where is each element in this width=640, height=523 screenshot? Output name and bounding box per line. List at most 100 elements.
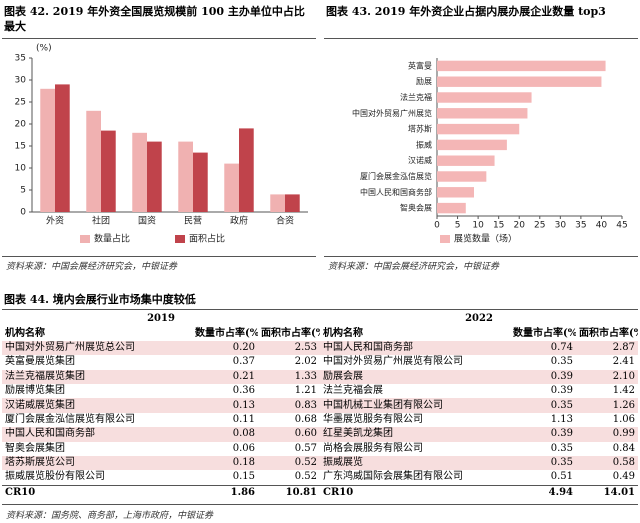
bar (437, 92, 532, 103)
table-row: 英富曼展览集团 0.37 2.02 中国对外贸易广州展览有限公司 0.35 2.41 (2, 355, 638, 369)
table-cell: 数量市占率(%) (513, 327, 576, 339)
legend-swatch (175, 235, 185, 243)
table-cell: 中国对外贸易广州展览总公司 (2, 340, 192, 356)
x-tick-label: 政府 (230, 215, 248, 227)
x-tick-label: 民营 (184, 215, 202, 227)
y-tick-label: 汉诺威 (408, 155, 432, 165)
table-cell: 法兰克福展览集团 (2, 369, 192, 384)
table-cell: 0.15 (232, 471, 255, 483)
table-cell: 2.87 (576, 340, 638, 356)
table-cell: 红星美凯龙集团 (320, 427, 510, 442)
table-cell: 中国人民和国商务部 (2, 427, 192, 442)
source: 资料来源：国务院、商务部，上海市政府，中银证券 (6, 511, 214, 521)
x-tick-label: 社团 (92, 215, 110, 227)
y-tick-label: 10 (15, 164, 27, 174)
x-tick-label: 合资 (276, 215, 294, 227)
table-row: 励展博览集团 0.36 1.21 法兰克福会展 0.39 1.42 (2, 384, 638, 398)
table-cell: 0.11 (232, 413, 255, 425)
table-cell: 0.08 (192, 427, 258, 442)
table-row: 中国对外贸易广州展览总公司 0.20 2.53 中国人民和国商务部 0.74 2.87 (2, 340, 638, 356)
y-tick-label: 35 (15, 54, 26, 64)
x-tick-label: 25 (534, 221, 545, 231)
bar (147, 141, 162, 212)
legend-label: 面积占比 (189, 233, 225, 245)
bar (239, 128, 254, 212)
bar (437, 139, 507, 151)
legend-swatch (440, 235, 450, 243)
x-tick-label: 0 (434, 221, 440, 231)
table-cell: 励展会展 (320, 369, 510, 384)
table-cell: 0.74 (510, 340, 576, 356)
bar (437, 202, 466, 214)
table-row: 法兰克福展览集团 0.21 1.33 励展会展 0.39 2.10 (2, 369, 638, 384)
table-cell: 0.35 (550, 356, 573, 368)
table-cell: 法兰克福会展 (323, 385, 383, 397)
table-cell: 广东鸿威国际会展集团有限公司 (323, 471, 463, 483)
table-cell: 振威展览股份有限公司 (5, 471, 105, 483)
x-tick-label: 15 (493, 221, 504, 231)
bar (132, 132, 147, 212)
table-cell: 英富曼展览集团 (5, 356, 75, 368)
y-tick-label: 15 (15, 142, 26, 152)
y-tick-label: 中国人民和国商务部 (360, 187, 432, 197)
bar (437, 60, 606, 72)
source: 资料来源：中国会展经济研究会，中银证券 (6, 262, 178, 272)
x-tick-label: 国资 (138, 216, 156, 227)
bar (86, 110, 101, 212)
bar (437, 187, 474, 198)
x-tick-label: 30 (555, 221, 567, 231)
table-cell: 1.33 (258, 369, 320, 384)
y-tick-label: 中国对外贸易广州展览 (352, 108, 432, 118)
y-tick-label: 励展 (416, 77, 432, 86)
x-tick-label: 20 (513, 221, 525, 231)
table-cell: 励展博览集团 (5, 385, 65, 397)
table-cell: 0.52 (294, 471, 317, 483)
table-cell: 0.37 (232, 356, 255, 368)
table-cell: 0.36 (232, 385, 255, 397)
table-cell: 中国人民和国商务部 (320, 340, 510, 356)
table-title: 图表 44. 境内会展行业市场集中度较低 (4, 293, 196, 306)
table-cell: 厦门会展金泓信展览有限公司 (5, 413, 135, 425)
x-tick-label: 45 (616, 221, 627, 231)
table-cell: 1.26 (576, 398, 638, 413)
chart-title: 图表 42. 2019 年外资全国展览规模前 100 主办单位中占比最大 (4, 5, 305, 33)
x-tick-label: 35 (575, 221, 586, 231)
table-cell: 1.42 (612, 385, 635, 397)
table-cell: 10.81 (258, 484, 320, 501)
table-cell: 0.35 (550, 442, 573, 454)
bar (224, 163, 239, 212)
table-cell: 中国机械工业集团有限公司 (320, 398, 510, 413)
table-cell: 汉诺威展览集团 (2, 398, 192, 413)
table-row: CR10 1.86 10.81 CR10 4.94 14.01 (2, 484, 638, 501)
y-tick-label: 塔苏斯 (408, 124, 432, 134)
y-tick-label: 20 (15, 120, 27, 130)
table-cell: 14.01 (576, 484, 638, 501)
bar (437, 76, 602, 87)
table-row: 智奥会展集团 0.06 0.57 尚格会展服务有限公司 0.35 0.84 (2, 442, 638, 456)
table-row: 中国人民和国商务部 0.08 0.60 红星美凯龙集团 0.39 0.99 (2, 427, 638, 442)
table-cell: 面积市占率(%) (579, 327, 638, 339)
y-tick-label: 智奥会展 (400, 203, 432, 213)
table-cell: 智奥会展集团 (5, 442, 65, 454)
legend-label: 展览数量（场） (454, 233, 517, 245)
y-tick-label: 25 (15, 98, 26, 108)
bar (193, 152, 208, 212)
bar (437, 108, 528, 119)
bar (437, 155, 495, 166)
table: 20192022机构名称数量市占率(%)面积市占率(%)机构名称数量市占率(%)… (2, 312, 638, 501)
table-cell: 2019 (147, 313, 175, 325)
table-row: 振威展览股份有限公司 0.15 0.52 广东鸿威国际会展集团有限公司 0.51 0.49 (2, 470, 638, 485)
table-cell: 尚格会展服务有限公司 (323, 442, 423, 454)
table-cell: 振威展览 (320, 455, 510, 471)
bar (101, 130, 116, 212)
bar (178, 141, 193, 212)
table-cell: 1.06 (612, 413, 635, 425)
bar (285, 194, 300, 212)
table-cell: 0.06 (232, 442, 255, 454)
y-tick-label: 英富曼 (408, 60, 432, 70)
table-cell: 0.99 (576, 427, 638, 442)
x-tick-label: 5 (455, 221, 461, 231)
bar (270, 194, 285, 212)
